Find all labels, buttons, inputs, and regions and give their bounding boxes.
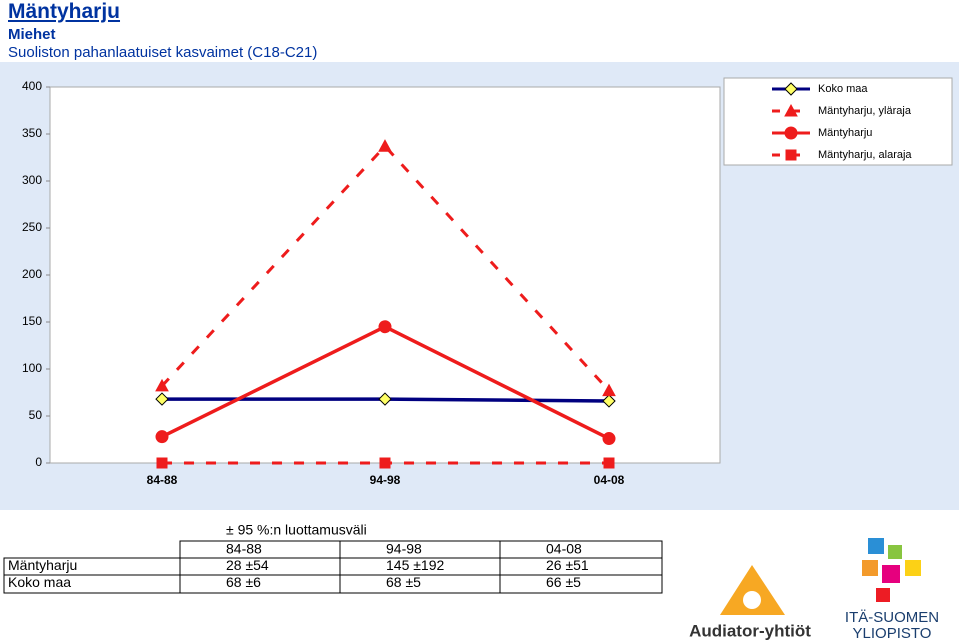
legend-label: Mäntyharju, yläraja bbox=[818, 105, 912, 117]
marker bbox=[379, 457, 391, 469]
y-tick-label: 250 bbox=[22, 220, 42, 234]
logo-text: Audiator-yhtiöt bbox=[689, 621, 811, 640]
x-tick-label: 04-08 bbox=[594, 473, 625, 487]
marker bbox=[784, 82, 798, 96]
marker bbox=[784, 103, 798, 117]
logo-text: YLIOPISTO bbox=[853, 625, 932, 642]
y-tick-label: 400 bbox=[22, 79, 42, 93]
x-tick-label: 84-88 bbox=[147, 473, 178, 487]
x-tick-label: 94-98 bbox=[370, 473, 401, 487]
marker bbox=[378, 392, 392, 406]
marker bbox=[602, 432, 616, 446]
logo-left: Audiator-yhtiöt bbox=[689, 565, 811, 640]
marker bbox=[378, 139, 392, 152]
table-header: 84-88 bbox=[226, 541, 262, 557]
table-header: 04-08 bbox=[546, 541, 582, 557]
table-cell: 26 ±51 bbox=[546, 557, 589, 573]
logo-text: ITÄ-SUOMEN bbox=[845, 609, 939, 626]
marker bbox=[785, 149, 797, 161]
marker bbox=[155, 392, 169, 406]
table-cell: 68 ±5 bbox=[386, 574, 421, 590]
table-border bbox=[179, 540, 663, 559]
legend-label: Koko maa bbox=[818, 83, 868, 95]
row-label: Mäntyharju bbox=[8, 557, 77, 573]
marker bbox=[156, 457, 168, 469]
marker bbox=[378, 320, 392, 334]
title: Mäntyharju bbox=[8, 0, 121, 23]
y-tick-label: 50 bbox=[29, 408, 43, 422]
y-tick-label: 0 bbox=[35, 455, 42, 469]
legend-label: Mäntyharju bbox=[818, 127, 872, 139]
y-tick-label: 200 bbox=[22, 267, 42, 281]
logo-right: ITÄ-SUOMEN YLIOPISTO bbox=[845, 538, 939, 642]
marker bbox=[784, 126, 798, 140]
table-cell: 68 ±6 bbox=[226, 574, 261, 590]
table-cell: 28 ±54 bbox=[226, 557, 269, 573]
y-tick-label: 100 bbox=[22, 361, 42, 375]
legend bbox=[723, 77, 953, 166]
y-tick-label: 150 bbox=[22, 314, 42, 328]
marker bbox=[602, 394, 616, 408]
row-label: Koko maa bbox=[8, 574, 71, 590]
y-tick-label: 350 bbox=[22, 126, 42, 140]
table-header: 94-98 bbox=[386, 541, 422, 557]
marker bbox=[155, 378, 169, 392]
table-cell: 66 ±5 bbox=[546, 574, 581, 590]
marker bbox=[603, 457, 615, 469]
y-tick-label: 300 bbox=[22, 173, 42, 187]
table-caption: ± 95 %:n luottamusväli bbox=[226, 522, 367, 538]
marker bbox=[602, 383, 616, 397]
description: Suoliston pahanlaatuiset kasvaimet (C18-… bbox=[8, 44, 318, 61]
legend-label: Mäntyharju, alaraja bbox=[818, 149, 912, 161]
marker bbox=[155, 430, 169, 444]
subtitle: Miehet bbox=[8, 26, 56, 43]
table-cell: 145 ±192 bbox=[386, 557, 445, 573]
